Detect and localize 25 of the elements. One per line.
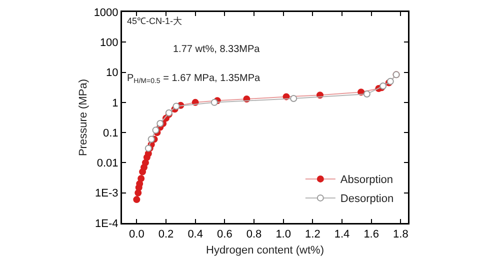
legend-label: Desorption (340, 193, 394, 206)
y-tick-label: 1E-4 (95, 218, 118, 230)
y-tick-label: 100 (100, 36, 118, 49)
legend-label: Absorption (340, 174, 394, 186)
x-tick-label: 1.4 (334, 228, 350, 241)
annotation: P$_{H/M=0.5}$ = 1.67 MPa, 1.35MPa (127, 73, 261, 86)
y-axis-title: Pressure (MPa) (78, 78, 90, 156)
x-axis-title: Hydrogen content (wt%) (206, 244, 324, 257)
x-tick-label: 1.0 (276, 228, 291, 241)
y-tick-label: 1000 (94, 6, 118, 19)
x-tick-label: 0.0 (129, 228, 144, 241)
x-tick-label: 1.8 (393, 228, 408, 241)
x-tick-label: 0.2 (158, 228, 174, 241)
y-tick-label: 0.1 (103, 127, 118, 140)
x-tick-label: 1.6 (364, 228, 379, 241)
x-tick-label: 0.8 (246, 228, 262, 241)
x-tick-label: 1.2 (305, 228, 320, 241)
y-tick-label: 10 (106, 67, 118, 80)
y-tick-label: 0.01 (96, 158, 118, 170)
annotation: 45℃-CN-1-大 (127, 16, 182, 26)
y-tick-label: 1 (112, 97, 118, 110)
x-tick-label: 0.6 (217, 228, 232, 241)
annotation: 1.77 wt%, 8.33MPa (173, 44, 260, 55)
y-tick-label: 1E-3 (95, 188, 118, 200)
x-tick-label: 0.4 (188, 228, 203, 241)
